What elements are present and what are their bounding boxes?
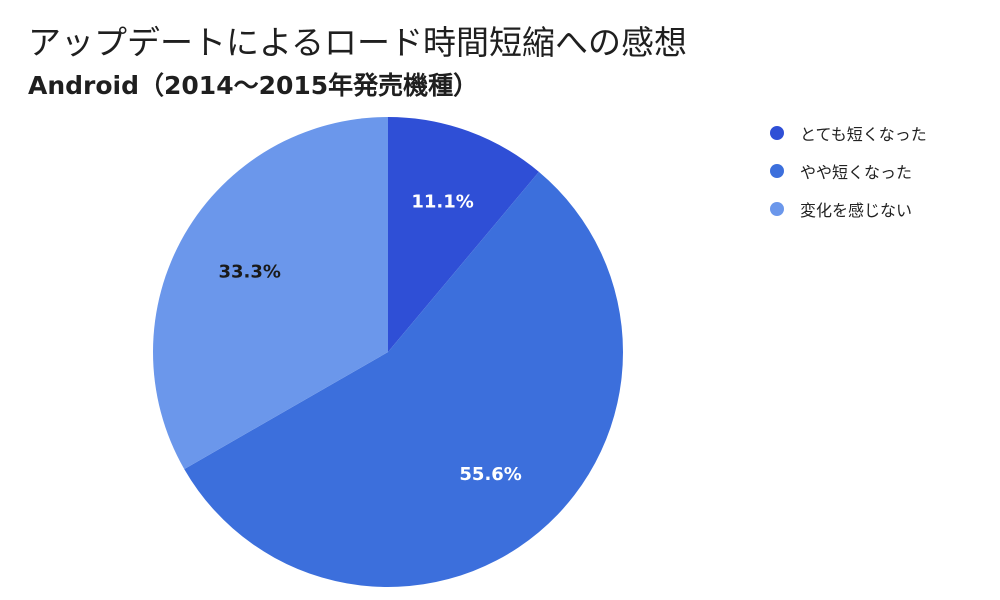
pie-slices [153, 117, 624, 588]
chart-title: アップデートによるロード時間短縮への感想 [28, 23, 688, 62]
pie-slice [153, 117, 388, 470]
legend-label: とても短くなった [800, 125, 927, 144]
legend-item: 変化を感じない [770, 190, 927, 228]
legend-swatch [770, 164, 784, 178]
legend-swatch [770, 126, 784, 140]
legend-label: やや短くなった [800, 163, 913, 182]
pie-data-labels: 11.1% 55.6% 33.3% [218, 191, 521, 485]
legend-swatch [770, 202, 784, 216]
pie-data-label: 33.3% [218, 261, 280, 282]
pie-slice [388, 117, 539, 352]
pie-data-label: 55.6% [459, 464, 521, 485]
legend-item: とても短くなった [770, 114, 927, 152]
legend-item: やや短くなった [770, 152, 927, 190]
legend-label: 変化を感じない [800, 201, 913, 220]
pie-data-label: 11.1% [411, 191, 473, 212]
chart-subtitle: Android（2014〜2015年発売機種） [28, 71, 479, 100]
pie-slice [184, 171, 624, 588]
chart-legend: とても短くなった やや短くなった 変化を感じない [770, 114, 927, 228]
